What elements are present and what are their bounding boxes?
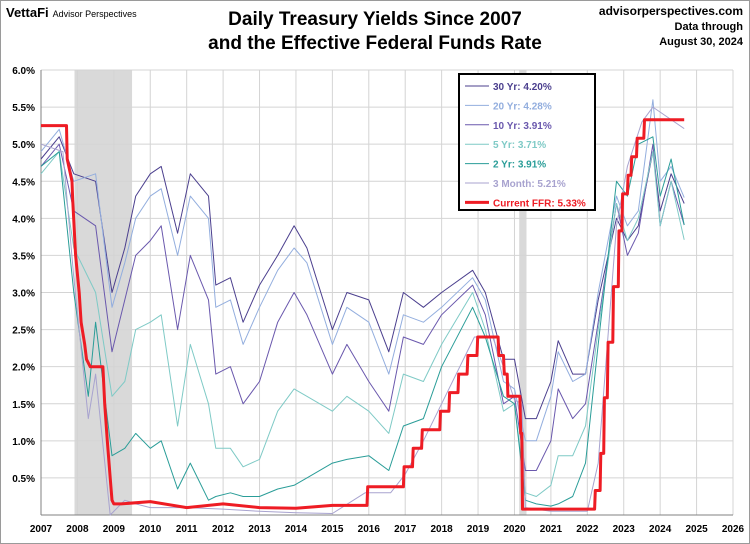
x-tick-label-9: 2016 [358, 524, 381, 535]
x-tick-label-0: 2007 [30, 524, 53, 535]
series-line-0 [40, 136, 685, 420]
x-tick-label-2: 2009 [103, 524, 126, 535]
legend-label-4: 2 Yr: 3.91% [493, 160, 546, 171]
x-tick-label-4: 2011 [176, 524, 198, 535]
chart-title-line2: and the Effective Federal Funds Rate [208, 33, 542, 54]
y-tick-label-8: 4.5% [12, 177, 35, 188]
x-tick-label-13: 2020 [503, 524, 526, 535]
x-tick-label-17: 2024 [649, 524, 672, 535]
x-tick-label-14: 2021 [540, 524, 563, 535]
y-tick-label-11: 6.0% [12, 66, 35, 77]
x-tick-label-7: 2014 [285, 524, 308, 535]
y-tick-label-5: 3.0% [12, 289, 35, 300]
legend-label-3: 5 Yr: 3.71% [493, 140, 546, 151]
y-tick-label-10: 5.5% [12, 103, 35, 114]
x-tick-label-5: 2012 [212, 524, 235, 535]
legend-box [458, 73, 596, 211]
chart-title-line1: Daily Treasury Yields Since 2007 [228, 9, 522, 30]
x-tick-label-3: 2010 [139, 524, 162, 535]
brand-logo: VettaFi Advisor Perspectives [6, 5, 137, 20]
x-tick-label-1: 2008 [66, 524, 89, 535]
y-tick-label-3: 2.0% [12, 363, 35, 374]
y-tick-label-6: 3.5% [12, 251, 35, 262]
series-line-1 [40, 99, 685, 442]
x-tick-label-15: 2022 [576, 524, 599, 535]
legend-label-2: 10 Yr: 3.91% [493, 121, 552, 132]
x-tick-label-12: 2019 [467, 524, 490, 535]
brand-name: VettaFi [6, 5, 49, 20]
data-through-label: Data through [674, 21, 743, 33]
y-tick-label-4: 2.5% [12, 326, 35, 337]
series-line-2 [40, 143, 685, 471]
series-line-4 [40, 136, 685, 507]
x-tick-label-19: 2026 [722, 524, 745, 535]
legend-label-5: 3 Month: 5.21% [493, 179, 566, 190]
series-line-6 [41, 118, 685, 511]
y-tick-label-1: 1.0% [12, 437, 35, 448]
y-tick-label-2: 1.5% [12, 400, 35, 411]
legend-label-1: 20 Yr: 4.28% [493, 101, 552, 112]
y-tick-label-7: 4.0% [12, 214, 35, 225]
brand-subtitle: Advisor Perspectives [52, 9, 137, 19]
x-tick-label-8: 2015 [321, 524, 344, 535]
x-tick-label-10: 2017 [394, 524, 417, 535]
x-tick-label-11: 2018 [431, 524, 454, 535]
y-tick-label-9: 5.0% [12, 140, 35, 151]
source-site: advisorperspectives.com [598, 4, 743, 18]
data-through-date: August 30, 2024 [659, 36, 743, 48]
y-tick-label-0: 0.5% [12, 474, 35, 485]
x-tick-label-18: 2025 [685, 524, 708, 535]
legend-label-6: Current FFR: 5.33% [493, 198, 586, 209]
x-tick-label-16: 2023 [613, 524, 636, 535]
legend-label-0: 30 Yr: 4.20% [493, 82, 552, 93]
x-tick-label-6: 2013 [248, 524, 271, 535]
series-line-3 [40, 151, 685, 497]
